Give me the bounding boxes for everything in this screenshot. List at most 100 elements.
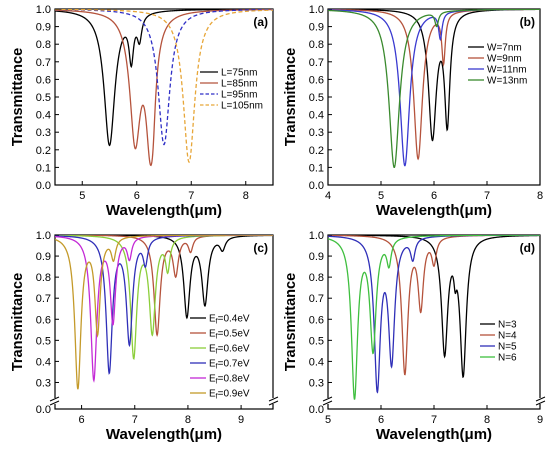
y-tick-label: 0.4	[309, 110, 324, 122]
y-tick-label: 0.6	[309, 74, 324, 86]
y-tick-label: 0.8	[36, 39, 51, 51]
legend-entry: Ef=0.9eV	[209, 389, 250, 401]
y-axis-label: Transmittance	[283, 273, 299, 371]
legend-entry: N=3	[498, 320, 517, 331]
y-tick-label: 0.2	[36, 145, 51, 157]
y-tick-label: 0.9	[36, 251, 51, 263]
axis-break-mark	[268, 400, 279, 406]
x-tick-label: 5	[325, 414, 331, 426]
y-tick-label: 0.5	[309, 335, 324, 347]
y-axis-label: Transmittance	[283, 48, 299, 146]
y-tick-label: 0.1	[309, 162, 324, 174]
y-axis-label: Transmittance	[10, 273, 26, 371]
y-tick-label: 0.9	[309, 22, 324, 34]
x-tick-label: 7	[484, 190, 490, 202]
series-line-3	[328, 9, 540, 167]
legend-entry: L=95nm	[221, 90, 257, 101]
legend-entry: Ef=0.8eV	[209, 374, 250, 386]
x-tick-label: 7	[188, 190, 194, 202]
x-tick-label: 6	[134, 190, 140, 202]
axis-break-gap	[269, 398, 277, 404]
x-tick-label: 9	[537, 414, 543, 426]
series-line-4	[328, 235, 540, 400]
legend-entry: N=6	[498, 353, 517, 364]
x-tick-label: 5	[79, 190, 85, 202]
y-tick-label: 0.7	[36, 57, 51, 69]
axis-break-gap	[324, 398, 332, 404]
legend-entry: Ef=0.6eV	[209, 344, 250, 356]
y-tick-label: 1.0	[309, 4, 324, 16]
panel-label: (c)	[253, 241, 268, 255]
y-tick-label: 0.9	[36, 22, 51, 34]
y-tick-label: 0.8	[36, 272, 51, 284]
series-line-4	[55, 9, 273, 164]
series-line-2	[55, 9, 273, 167]
x-tick-label: 6	[431, 190, 437, 202]
plot-frame	[327, 8, 541, 186]
y-tick-label: 0.0	[36, 404, 51, 416]
y-tick-label: 0.0	[309, 180, 324, 192]
y-tick-label: 0.5	[36, 92, 51, 104]
series-line-3	[55, 235, 273, 361]
x-tick-label: 9	[238, 414, 244, 426]
axis-break-mark	[49, 396, 60, 402]
y-tick-label: 0.5	[36, 335, 51, 347]
panel-label: (a)	[253, 15, 268, 29]
axis-break-gap	[51, 398, 59, 404]
y-tick-label: 0.4	[36, 356, 51, 368]
y-tick-label: 0.8	[309, 272, 324, 284]
legend-entry: W=13nm	[487, 76, 527, 87]
x-tick-label: 6	[79, 414, 85, 426]
panel-a: 0.0 0.1 0.2 0.3 0.4 0.5 0.6 0.7 0.8 0.9 1.0 5 6 7 8 Wav…	[10, 4, 274, 219]
y-tick-label: 0.0	[36, 180, 51, 192]
x-axis-label: Wavelength(μm)	[376, 426, 492, 443]
legend-entry: W=9nm	[487, 54, 522, 65]
curves	[328, 235, 540, 400]
y-tick-label: 1.0	[36, 4, 51, 16]
curves	[328, 9, 540, 168]
y-tick-label: 0.6	[36, 314, 51, 326]
panel-c: 0.0 0.3 0.4 0.5 0.6 0.7 0.8 0.9 1.0 6 7 8 9 Wavelengt…	[10, 230, 279, 443]
series-line-3	[328, 235, 540, 394]
y-tick-label: 0.3	[309, 377, 324, 389]
x-tick-label: 8	[484, 414, 490, 426]
y-tick-label: 0.6	[309, 314, 324, 326]
y-tick-label: 0.1	[36, 162, 51, 174]
legend-entry: Ef=0.4eV	[209, 314, 250, 326]
y-tick-label: 0.7	[36, 293, 51, 305]
x-tick-label: 7	[431, 414, 437, 426]
legend-entry: N=4	[498, 331, 517, 342]
x-tick-label: 7	[132, 414, 138, 426]
axis-break-mark	[49, 400, 60, 406]
legend: Ef=0.4eV Ef=0.5eV Ef=0.6eV Ef=0.7eV Ef=0.8eV…	[190, 314, 250, 401]
x-tick-label: 8	[243, 190, 249, 202]
y-tick-label: 0.4	[309, 356, 324, 368]
legend-entry: N=5	[498, 342, 517, 353]
x-tick-label: 6	[378, 414, 384, 426]
y-tick-label: 0.7	[309, 57, 324, 69]
series-line-1	[328, 235, 540, 379]
axis-break-mark	[322, 400, 333, 406]
axis-break-mark	[535, 396, 546, 402]
axis-break-mark	[268, 396, 279, 402]
curves	[55, 9, 273, 167]
y-tick-label: 0.4	[36, 110, 51, 122]
axis-break-mark	[322, 396, 333, 402]
y-tick-label: 0.3	[36, 377, 51, 389]
x-tick-label: 4	[325, 190, 331, 202]
y-tick-label: 0.5	[309, 92, 324, 104]
series-line-6	[55, 235, 273, 390]
y-tick-label: 1.0	[36, 230, 51, 242]
legend-entry: L=85nm	[221, 79, 257, 90]
axis-break-mark	[535, 400, 546, 406]
y-tick-label: 0.0	[309, 404, 324, 416]
y-tick-label: 0.3	[309, 127, 324, 139]
y-tick-label: 0.6	[36, 74, 51, 86]
panel-label: (b)	[520, 15, 535, 29]
legend-entry: W=7nm	[487, 43, 522, 54]
legend-entry: Ef=0.5eV	[209, 329, 250, 341]
curves	[55, 235, 273, 390]
x-axis-label: Wavelength(μm)	[376, 202, 492, 219]
